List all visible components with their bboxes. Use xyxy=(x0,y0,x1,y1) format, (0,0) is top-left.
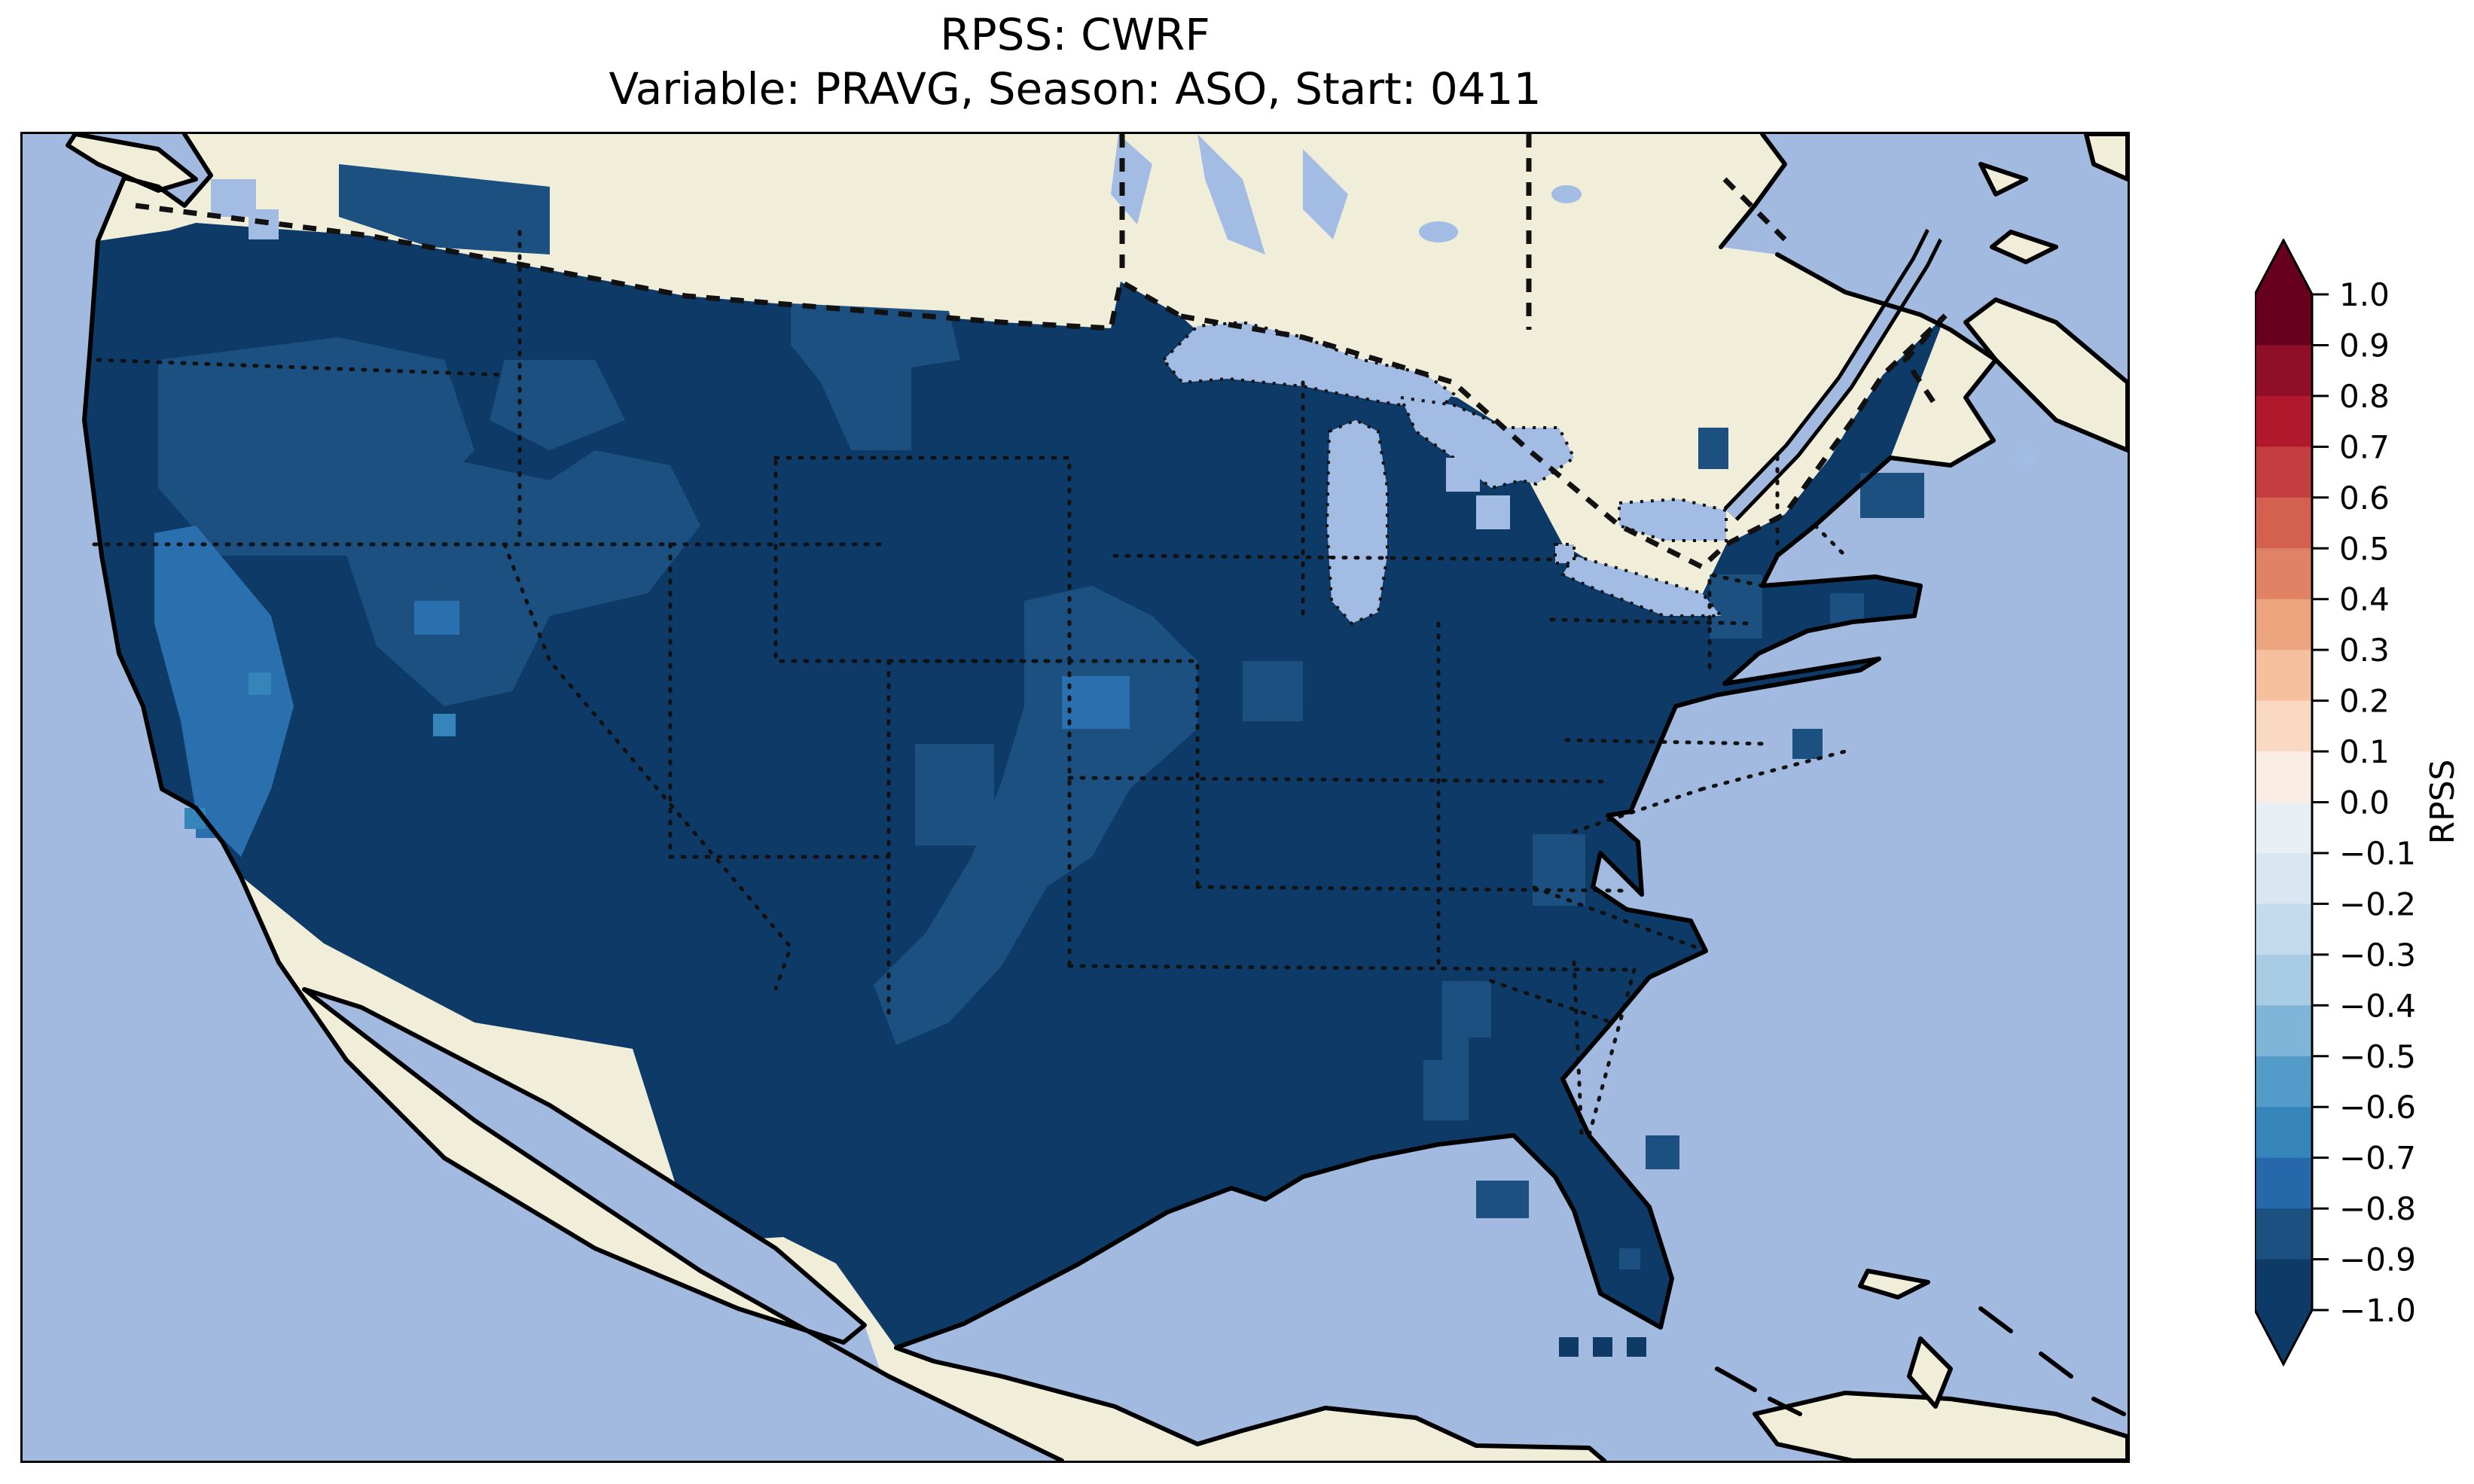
rpss-bin-med-patches xyxy=(158,164,1924,1269)
colorbar-segment xyxy=(2255,954,2312,1006)
colorbar-tick-label: −0.3 xyxy=(2339,937,2416,974)
colorbar-tick-label: 0.9 xyxy=(2339,327,2390,364)
map-canvas xyxy=(23,134,2128,1461)
colorbar-segment xyxy=(2255,599,2312,651)
prince-edward-island xyxy=(1990,230,2058,264)
colorbar-axis-label: RPSS xyxy=(2424,760,2462,845)
colorbar-segment xyxy=(2255,1056,2312,1108)
colorbar-segment xyxy=(2255,1157,2312,1209)
colorbar-segment xyxy=(2255,852,2312,904)
colorbar-tick-label: 1.0 xyxy=(2339,276,2390,313)
colorbar-tick-label: 0.5 xyxy=(2339,530,2390,567)
colorbar-segment xyxy=(2255,345,2312,397)
state-borders xyxy=(92,230,1847,1138)
lake-michigan xyxy=(1325,418,1389,626)
colorbar-segment xyxy=(2255,700,2312,752)
lake-st-clair xyxy=(1554,543,1576,565)
colorbar-segment xyxy=(2255,446,2312,498)
colorbar-tick-label: 0.2 xyxy=(2339,683,2390,720)
colorbar-tick-label: 0.4 xyxy=(2339,581,2390,618)
andros-island xyxy=(1907,1336,1953,1409)
colorbar-under-arrow xyxy=(2255,1310,2312,1364)
colorbar-tick-label: −0.8 xyxy=(2339,1190,2416,1227)
great-lakes xyxy=(1161,320,1728,626)
colorbar-canvas: 1.0 0.9 0.8 0.7 0.6 0.5 0.4 0.3 0.2 0.1 0.0 −0.1 −0.… xyxy=(2255,239,2462,1367)
colorbar-tick-label: −0.1 xyxy=(2339,835,2416,872)
colorbar-segment xyxy=(2255,548,2312,600)
nova-scotia xyxy=(1963,297,2128,453)
canadian-lakes xyxy=(1111,134,2036,465)
colorbar-segment xyxy=(2255,751,2312,803)
masked-cells-puget-sound xyxy=(211,179,279,239)
coastline xyxy=(82,134,1998,1461)
colorbar-tick-label: −0.5 xyxy=(2339,1038,2416,1075)
masked-cell-mn-border xyxy=(1446,458,1480,492)
colorbar-segment xyxy=(2255,650,2312,702)
colorbar-ticks: 1.0 0.9 0.8 0.7 0.6 0.5 0.4 0.3 0.2 0.1 0.0 −0.1 −0.… xyxy=(2312,276,2416,1329)
colorbar-tick-label: −0.4 xyxy=(2339,987,2416,1024)
colorbar-segment xyxy=(2255,395,2312,447)
colorbar-over-arrow xyxy=(2255,240,2312,294)
masked-cell-mn-border2 xyxy=(1476,495,1510,529)
lake-ontario xyxy=(1618,497,1728,542)
colorbar-tick-label: −0.6 xyxy=(2339,1089,2416,1126)
atlantic-canada xyxy=(1963,134,2128,453)
cuba xyxy=(1753,1391,2128,1461)
colorbar-segment xyxy=(2255,1005,2312,1057)
lake-huron xyxy=(1398,395,1576,490)
grand-bahama xyxy=(1858,1269,1930,1300)
colorbar-segments xyxy=(2255,294,2312,1311)
colorbar-segment xyxy=(2255,294,2312,346)
caribbean-islands xyxy=(1715,1269,2128,1461)
colorbar-segment xyxy=(2255,1208,2312,1260)
chart-title: RPSS: CWRF xyxy=(940,9,1210,60)
colorbar-segment xyxy=(2255,1259,2312,1311)
vancouver-island xyxy=(66,134,198,193)
gulf-of-california xyxy=(304,989,987,1461)
colorbar-tick-label: −0.2 xyxy=(2339,885,2416,922)
colorbar-tick-label: −1.0 xyxy=(2339,1292,2416,1329)
us-rpss-map xyxy=(20,132,2130,1463)
rpss-bin-light-patches xyxy=(154,526,1130,857)
newfoundland-corner xyxy=(2084,134,2128,181)
colorbar: 1.0 0.9 0.8 0.7 0.6 0.5 0.4 0.3 0.2 0.1 0.0 −0.1 −0.… xyxy=(2255,239,2474,1398)
florida-keys-data-cells xyxy=(1559,1337,1646,1357)
colorbar-tick-label: 0.3 xyxy=(2339,632,2390,669)
colorbar-segment xyxy=(2255,497,2312,549)
anticosti-island xyxy=(1978,162,2028,197)
colorbar-segment xyxy=(2255,1107,2312,1159)
colorbar-tick-label: −0.7 xyxy=(2339,1140,2416,1177)
colorbar-tick-label: 0.0 xyxy=(2339,785,2390,821)
colorbar-tick-label: 0.6 xyxy=(2339,480,2390,517)
lake-superior xyxy=(1161,320,1456,413)
colorbar-tick-label: 0.7 xyxy=(2339,428,2390,465)
colorbar-tick-label: −0.9 xyxy=(2339,1242,2416,1278)
national-borders xyxy=(135,134,1948,571)
colorbar-segment xyxy=(2255,904,2312,955)
lake-erie xyxy=(1560,553,1725,617)
figure-title-block: RPSS: CWRF Variable: PRAVG, Season: ASO,… xyxy=(23,8,2128,116)
colorbar-tick-label: 0.8 xyxy=(2339,378,2390,415)
colorbar-tick-label: 0.1 xyxy=(2339,733,2390,770)
chart-subtitle: Variable: PRAVG, Season: ASO, Start: 041… xyxy=(609,63,1542,114)
colorbar-segment xyxy=(2255,802,2312,854)
